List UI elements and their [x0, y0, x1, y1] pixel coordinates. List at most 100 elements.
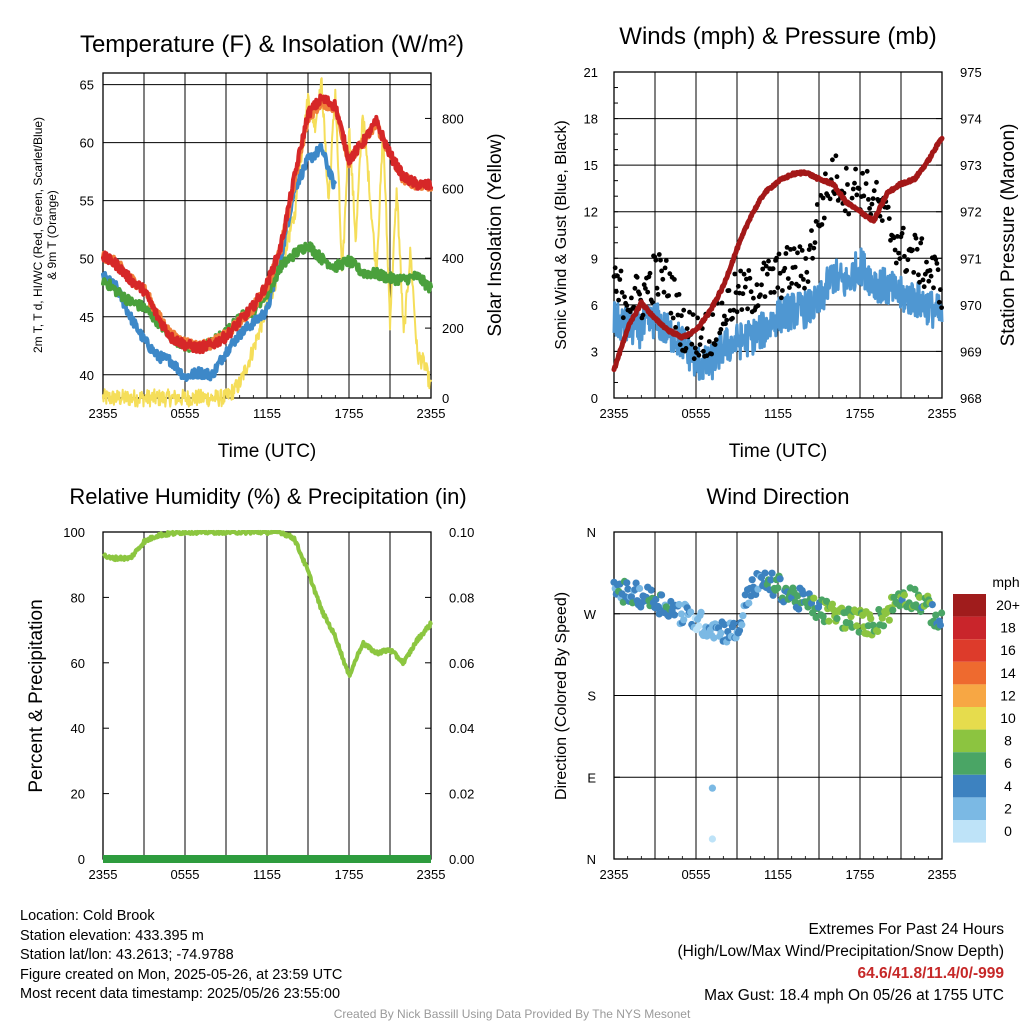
x-axis-label: Time (UTC) [729, 441, 828, 462]
direction-point [810, 594, 818, 602]
gust-point [789, 281, 795, 286]
gust-point [684, 326, 690, 331]
gust-point [799, 248, 805, 253]
direction-point [885, 616, 893, 624]
gust-point [751, 295, 756, 301]
chart-title: Relative Humidity (%) & Precipitation (i… [69, 484, 466, 509]
gust-point [866, 197, 871, 202]
direction-point [675, 600, 683, 609]
x-tick-label: 1755 [846, 406, 875, 421]
gust-point [810, 255, 815, 261]
direction-point [710, 634, 718, 642]
gust-point [797, 244, 803, 250]
credit-text: Created By Nick Bassill Using Data Provi… [333, 1007, 691, 1021]
gust-point [643, 286, 648, 291]
gust-point [697, 342, 703, 347]
gust-point [658, 257, 663, 263]
extremes-values: 64.6/41.8/11.4/0/-999 [857, 965, 1004, 982]
gust-point [845, 182, 850, 187]
gust-point [856, 186, 862, 192]
legend-label: 10 [1000, 710, 1016, 726]
gust-point [758, 292, 763, 298]
legend-swatch [953, 661, 986, 685]
y-tick-label: 45 [80, 310, 94, 325]
series-line-pressure [611, 135, 945, 373]
direction-point [739, 612, 747, 620]
gust-point [677, 342, 683, 347]
y2-tick-label: 974 [960, 112, 982, 127]
x-tick-label: 2355 [928, 406, 957, 421]
y-tick-label: 0 [591, 391, 598, 406]
gust-point [911, 270, 917, 275]
gust-point [796, 283, 802, 289]
gust-point [640, 312, 646, 318]
gust-point [931, 285, 936, 291]
gust-point [934, 261, 940, 266]
gust-point [849, 195, 855, 201]
gust-point [939, 305, 944, 310]
gust-point [813, 219, 819, 224]
gust-point [892, 247, 898, 253]
gust-point [893, 260, 899, 266]
gust-point [774, 255, 779, 261]
gust-point [723, 321, 728, 327]
gust-point [615, 273, 620, 279]
y-axis-label: Percent & Precipitation [26, 599, 47, 792]
direction-point [823, 597, 831, 605]
gust-point [933, 257, 939, 262]
series-line-2m-t [101, 93, 433, 355]
gust-point [620, 315, 626, 321]
x-tick-label: 1155 [253, 406, 281, 421]
gust-point [766, 258, 771, 264]
gust-point [809, 228, 814, 234]
gust-point [755, 303, 761, 309]
direction-point [748, 576, 756, 584]
gust-point [698, 335, 704, 340]
gust-point [910, 247, 915, 253]
y-axis-label: 2m T, T d, HI/WC (Red, Green, Scarlet/Bl… [31, 117, 59, 353]
y2-tick-label: 972 [960, 205, 982, 220]
humidity-precip-panel: 2355 0555 1155 1755 2355 0 0.00 20 0.02 40 0.04 60 0… [26, 484, 474, 882]
gust-point [748, 289, 754, 295]
direction-point [915, 593, 924, 601]
y2-axis-label: Station Pressure (Maroon) [998, 124, 1019, 347]
gust-point [739, 307, 745, 312]
direction-point [879, 622, 888, 630]
series-line-t-d [101, 241, 433, 353]
gust-point [764, 271, 770, 277]
y-tick-label: 3 [591, 344, 598, 359]
created-text: Figure created on Mon, 2025-05-26, at 23… [20, 966, 343, 983]
gust-point [738, 268, 743, 274]
gust-point [821, 215, 827, 221]
gust-point [776, 251, 782, 257]
gust-point [617, 277, 623, 282]
gust-point [802, 285, 807, 291]
y2-tick-label: 0.10 [449, 525, 474, 540]
gust-point [920, 277, 926, 283]
gust-point [689, 341, 695, 347]
gust-point [820, 195, 826, 201]
direction-point [720, 621, 729, 629]
x-tick-label: 2355 [89, 867, 118, 882]
gust-point [861, 193, 867, 199]
gust-point [843, 165, 849, 171]
x-tick-label: 2355 [89, 406, 118, 421]
direction-point [627, 593, 636, 601]
gust-point [792, 264, 798, 270]
gust-point [853, 166, 858, 172]
gust-point [913, 235, 919, 241]
gust-point [864, 168, 870, 174]
gust-point [782, 265, 788, 271]
y-tick-label: N [587, 525, 596, 540]
gust-point [742, 284, 748, 290]
gust-point [695, 315, 700, 321]
gust-point [787, 285, 792, 290]
legend-label: 16 [1000, 642, 1016, 658]
direction-point [708, 835, 717, 843]
direction-point [867, 615, 875, 623]
legend-label: 12 [1000, 687, 1016, 703]
extremes-title: Extremes For Past 24 Hours [808, 921, 1004, 938]
gust-point [656, 252, 662, 257]
gust-point [732, 271, 738, 277]
